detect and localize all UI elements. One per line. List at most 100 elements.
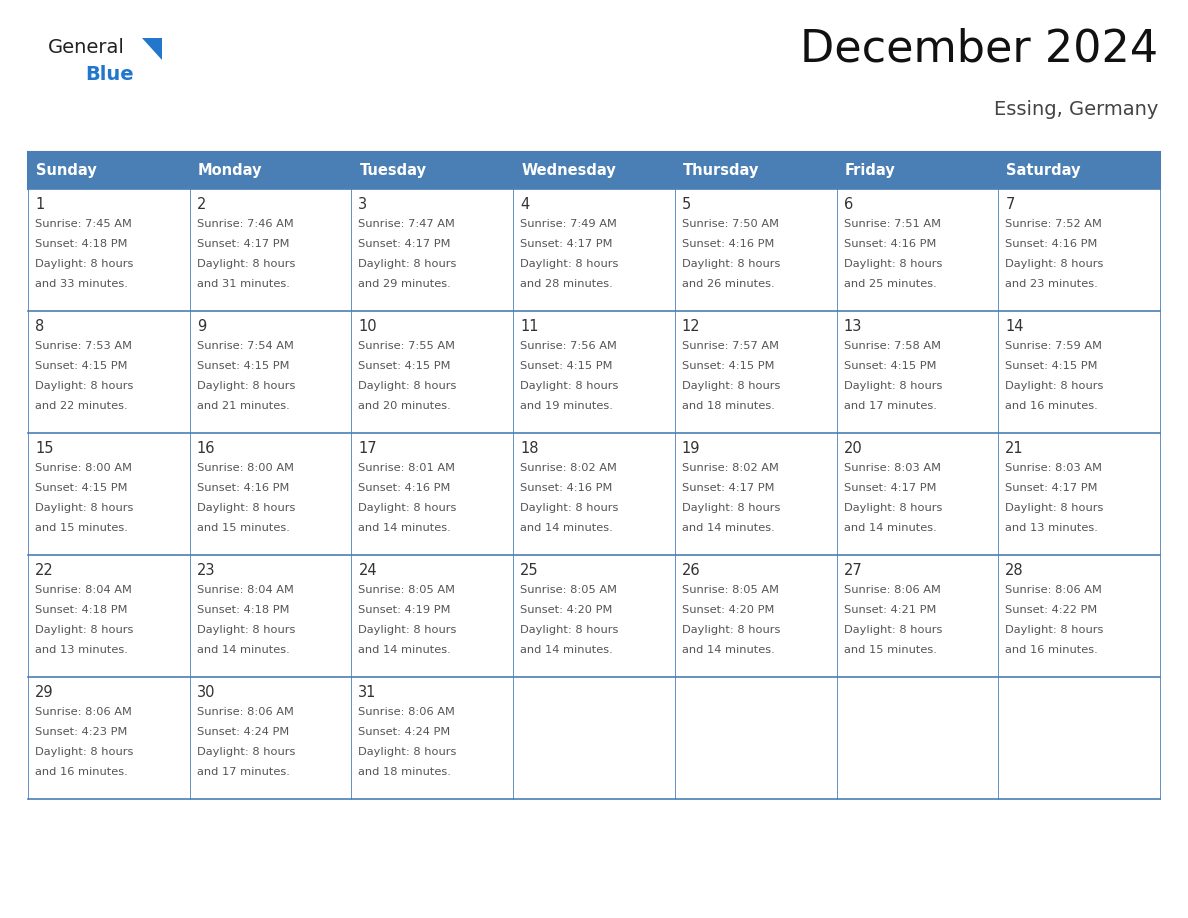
Text: Daylight: 8 hours: Daylight: 8 hours: [34, 503, 133, 513]
Text: 17: 17: [359, 441, 377, 456]
Text: Saturday: Saturday: [1006, 163, 1081, 178]
Text: and 14 minutes.: and 14 minutes.: [843, 523, 936, 533]
Bar: [190, 152, 352, 189]
Text: Sunset: 4:15 PM: Sunset: 4:15 PM: [359, 361, 451, 371]
Text: 26: 26: [682, 563, 701, 578]
Text: Daylight: 8 hours: Daylight: 8 hours: [682, 381, 781, 391]
Bar: [675, 433, 836, 555]
Bar: [29, 189, 190, 311]
Text: and 16 minutes.: and 16 minutes.: [1005, 401, 1098, 411]
Bar: [29, 152, 190, 189]
Text: Daylight: 8 hours: Daylight: 8 hours: [359, 259, 457, 269]
Text: Daylight: 8 hours: Daylight: 8 hours: [359, 503, 457, 513]
Bar: [352, 677, 513, 799]
Text: Sunrise: 8:06 AM: Sunrise: 8:06 AM: [34, 707, 132, 717]
Text: Sunset: 4:17 PM: Sunset: 4:17 PM: [359, 239, 451, 249]
Bar: [29, 677, 190, 799]
Text: and 14 minutes.: and 14 minutes.: [359, 645, 451, 655]
Text: Sunset: 4:17 PM: Sunset: 4:17 PM: [1005, 483, 1098, 493]
Bar: [513, 555, 675, 677]
Text: 31: 31: [359, 685, 377, 700]
Text: and 14 minutes.: and 14 minutes.: [682, 523, 775, 533]
Bar: [513, 189, 675, 311]
Text: and 19 minutes.: and 19 minutes.: [520, 401, 613, 411]
Text: Sunset: 4:15 PM: Sunset: 4:15 PM: [1005, 361, 1098, 371]
Text: 22: 22: [34, 563, 53, 578]
Text: 15: 15: [34, 441, 53, 456]
Text: Sunrise: 8:05 AM: Sunrise: 8:05 AM: [359, 585, 455, 595]
Text: Daylight: 8 hours: Daylight: 8 hours: [34, 381, 133, 391]
Text: Sunset: 4:15 PM: Sunset: 4:15 PM: [34, 483, 127, 493]
Text: Sunset: 4:16 PM: Sunset: 4:16 PM: [520, 483, 613, 493]
Text: Sunset: 4:24 PM: Sunset: 4:24 PM: [359, 727, 450, 737]
Text: Sunrise: 7:59 AM: Sunrise: 7:59 AM: [1005, 341, 1102, 351]
Text: and 16 minutes.: and 16 minutes.: [1005, 645, 1098, 655]
Bar: [998, 189, 1159, 311]
Text: Sunrise: 8:05 AM: Sunrise: 8:05 AM: [520, 585, 617, 595]
Bar: [352, 555, 513, 677]
Text: Sunrise: 7:47 AM: Sunrise: 7:47 AM: [359, 219, 455, 229]
Text: Sunrise: 7:45 AM: Sunrise: 7:45 AM: [34, 219, 132, 229]
Polygon shape: [143, 38, 162, 60]
Bar: [836, 433, 998, 555]
Text: and 13 minutes.: and 13 minutes.: [1005, 523, 1098, 533]
Text: Sunrise: 8:05 AM: Sunrise: 8:05 AM: [682, 585, 779, 595]
Text: 20: 20: [843, 441, 862, 456]
Text: Daylight: 8 hours: Daylight: 8 hours: [843, 625, 942, 635]
Text: Sunrise: 8:00 AM: Sunrise: 8:00 AM: [34, 463, 132, 473]
Bar: [998, 152, 1159, 189]
Text: Sunset: 4:16 PM: Sunset: 4:16 PM: [1005, 239, 1098, 249]
Text: Sunrise: 7:55 AM: Sunrise: 7:55 AM: [359, 341, 455, 351]
Text: Daylight: 8 hours: Daylight: 8 hours: [197, 503, 295, 513]
Text: 9: 9: [197, 319, 206, 334]
Bar: [998, 555, 1159, 677]
Bar: [352, 433, 513, 555]
Text: Daylight: 8 hours: Daylight: 8 hours: [359, 381, 457, 391]
Text: Sunrise: 8:04 AM: Sunrise: 8:04 AM: [197, 585, 293, 595]
Text: Daylight: 8 hours: Daylight: 8 hours: [520, 381, 619, 391]
Bar: [29, 152, 1159, 189]
Bar: [352, 189, 513, 311]
Text: Sunset: 4:17 PM: Sunset: 4:17 PM: [682, 483, 775, 493]
Text: Sunset: 4:15 PM: Sunset: 4:15 PM: [682, 361, 775, 371]
Text: Sunrise: 8:06 AM: Sunrise: 8:06 AM: [197, 707, 293, 717]
Text: December 2024: December 2024: [800, 28, 1158, 71]
Bar: [190, 677, 352, 799]
Text: and 14 minutes.: and 14 minutes.: [520, 645, 613, 655]
Bar: [836, 189, 998, 311]
Text: Sunset: 4:16 PM: Sunset: 4:16 PM: [359, 483, 450, 493]
Bar: [190, 189, 352, 311]
Text: and 14 minutes.: and 14 minutes.: [197, 645, 290, 655]
Text: and 29 minutes.: and 29 minutes.: [359, 279, 451, 289]
Text: and 25 minutes.: and 25 minutes.: [843, 279, 936, 289]
Text: 28: 28: [1005, 563, 1024, 578]
Text: Sunset: 4:15 PM: Sunset: 4:15 PM: [520, 361, 613, 371]
Text: and 17 minutes.: and 17 minutes.: [197, 767, 290, 777]
Bar: [513, 433, 675, 555]
Text: and 20 minutes.: and 20 minutes.: [359, 401, 451, 411]
Text: General: General: [48, 38, 125, 57]
Text: Sunset: 4:18 PM: Sunset: 4:18 PM: [197, 605, 289, 615]
Bar: [352, 311, 513, 433]
Text: 6: 6: [843, 197, 853, 212]
Text: Daylight: 8 hours: Daylight: 8 hours: [1005, 381, 1104, 391]
Text: 13: 13: [843, 319, 862, 334]
Text: Daylight: 8 hours: Daylight: 8 hours: [197, 747, 295, 757]
Text: Sunset: 4:18 PM: Sunset: 4:18 PM: [34, 605, 127, 615]
Bar: [29, 311, 190, 433]
Text: Sunset: 4:15 PM: Sunset: 4:15 PM: [34, 361, 127, 371]
Text: Daylight: 8 hours: Daylight: 8 hours: [843, 381, 942, 391]
Bar: [836, 311, 998, 433]
Text: 5: 5: [682, 197, 691, 212]
Text: Sunrise: 8:04 AM: Sunrise: 8:04 AM: [34, 585, 132, 595]
Text: Daylight: 8 hours: Daylight: 8 hours: [34, 747, 133, 757]
Text: Daylight: 8 hours: Daylight: 8 hours: [197, 381, 295, 391]
Text: Sunset: 4:22 PM: Sunset: 4:22 PM: [1005, 605, 1098, 615]
Bar: [998, 433, 1159, 555]
Text: 2: 2: [197, 197, 206, 212]
Text: Daylight: 8 hours: Daylight: 8 hours: [34, 259, 133, 269]
Text: 10: 10: [359, 319, 377, 334]
Text: 25: 25: [520, 563, 539, 578]
Text: Sunrise: 7:52 AM: Sunrise: 7:52 AM: [1005, 219, 1102, 229]
Text: and 14 minutes.: and 14 minutes.: [682, 645, 775, 655]
